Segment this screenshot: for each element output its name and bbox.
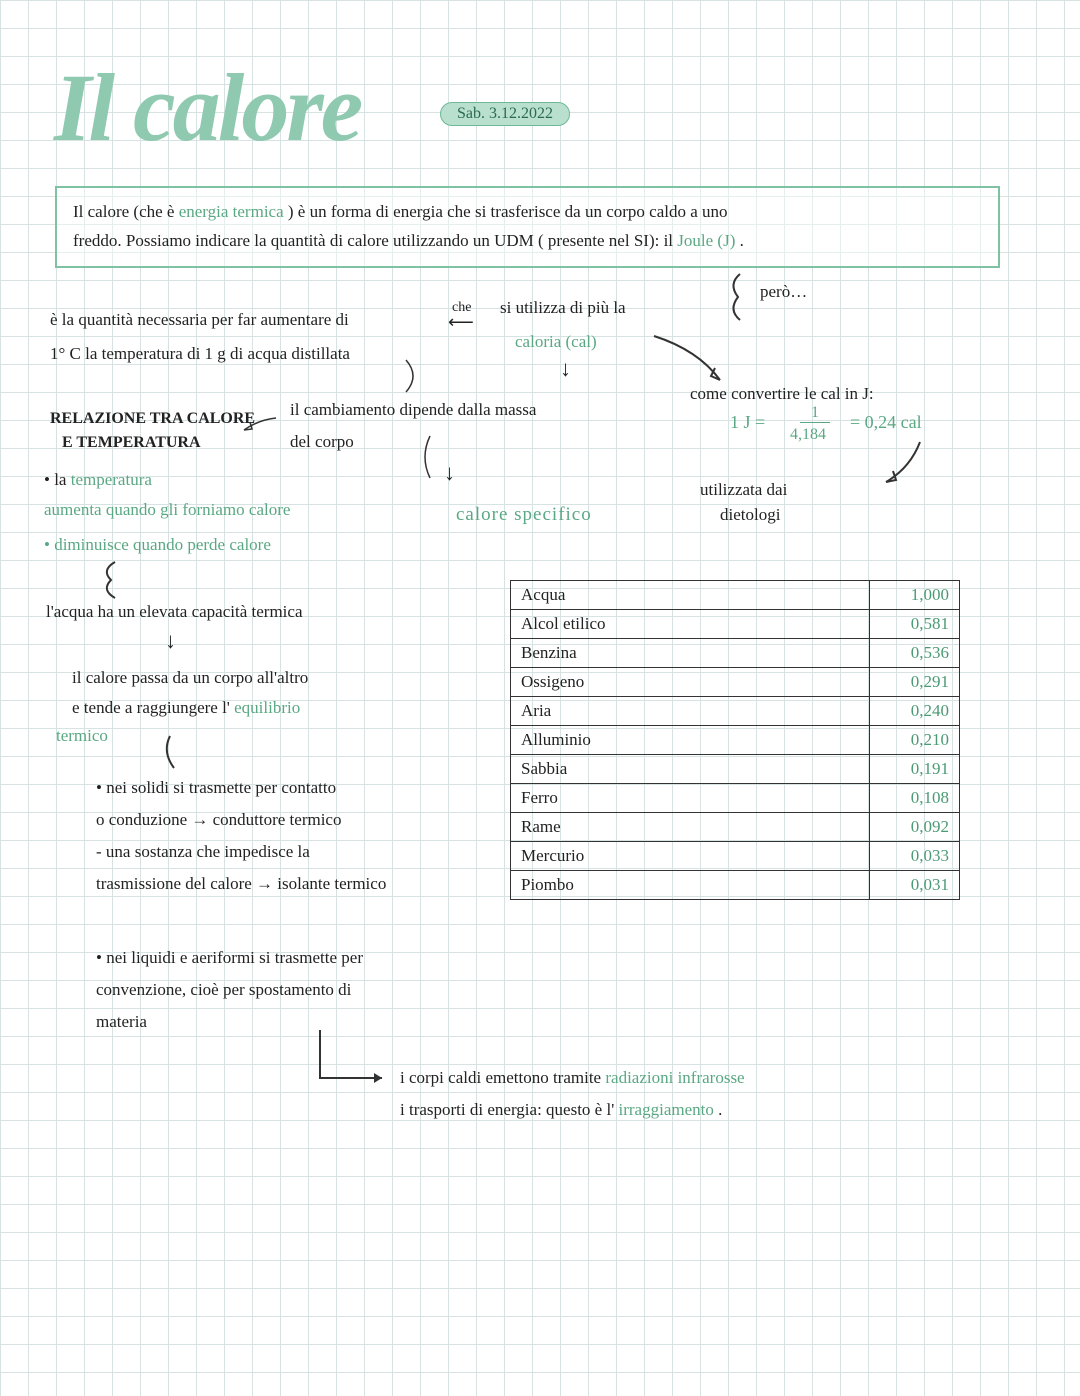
table-cell-name: Rame — [511, 813, 870, 842]
table-row: Mercurio0,033 — [511, 842, 960, 871]
table-cell-name: Benzina — [511, 639, 870, 668]
curly-brace-icon — [720, 272, 750, 322]
date-badge: Sab. 3.12.2022 — [440, 102, 570, 126]
solidi-line: trasmissione del calore → isolante termi… — [96, 874, 386, 894]
def-part: . — [740, 231, 744, 250]
l-arrow-icon — [310, 1030, 390, 1090]
table-cell-name: Ferro — [511, 784, 870, 813]
def-part: freddo. Possiamo indicare la quantità di… — [73, 231, 677, 250]
arrow-down-icon: ↓ — [560, 356, 571, 382]
siutilizza-label: si utilizza di più la — [500, 298, 626, 318]
cambiamento-line: il cambiamento dipende dalla massa — [290, 400, 536, 420]
solidi-line: - una sostanza che impedisce la — [96, 842, 310, 862]
irr-highlight: irraggiamento — [619, 1100, 714, 1119]
utilizzata-label: utilizzata dai — [700, 480, 787, 500]
table-cell-name: Sabbia — [511, 755, 870, 784]
acqua-cap-line: l'acqua ha un elevata capacità termica — [46, 602, 303, 622]
relation-title: RELAZIONE TRA CALORE — [50, 410, 255, 428]
irr-line: i trasporti di energia: questo è l' irra… — [400, 1100, 722, 1120]
arrow-curve-icon — [400, 356, 440, 396]
formula-num: 1 — [800, 404, 830, 423]
table-cell-name: Mercurio — [511, 842, 870, 871]
calore-specifico-label: calore specifico — [456, 504, 592, 526]
caloria-label: caloria (cal) — [515, 332, 597, 352]
solidi-line: • nei solidi si trasmette per contatto — [96, 778, 336, 798]
pero-label: però… — [760, 282, 807, 302]
table-row: Acqua1,000 — [511, 581, 960, 610]
table-cell-value: 0,291 — [870, 668, 960, 697]
table-cell-value: 0,581 — [870, 610, 960, 639]
termico-label: termico — [56, 726, 108, 746]
table-cell-name: Aria — [511, 697, 870, 726]
table-cell-value: 0,191 — [870, 755, 960, 784]
table-row: Aria0,240 — [511, 697, 960, 726]
def-part: ) è un forma di energia che si trasferis… — [288, 202, 728, 221]
table-cell-value: 0,108 — [870, 784, 960, 813]
arrow-down-icon: ↓ — [165, 628, 176, 654]
table-row: Sabbia0,191 — [511, 755, 960, 784]
curly-brace-icon — [95, 560, 125, 600]
table-row: Ossigeno0,291 — [511, 668, 960, 697]
bullet-line: • diminuisce quando perde calore — [44, 535, 271, 555]
bullet-part: • la — [44, 470, 71, 489]
arrow-curve-icon — [648, 330, 728, 390]
equilibrio-part: e tende a raggiungere l' — [72, 698, 230, 717]
irr-part: . — [718, 1100, 722, 1119]
table-cell-name: Ossigeno — [511, 668, 870, 697]
table-row: Ferro0,108 — [511, 784, 960, 813]
bullet-highlight: temperatura — [71, 470, 152, 489]
solidi-line: o conduzione → conduttore termico — [96, 810, 341, 830]
liquidi-line: convenzione, cioè per spostamento di — [96, 980, 351, 1000]
bullet-line: • la temperatura — [44, 470, 152, 490]
table-row: Alcol etilico0,581 — [511, 610, 960, 639]
page-title: Il calore — [54, 52, 360, 163]
table-cell-value: 0,240 — [870, 697, 960, 726]
table-cell-value: 0,033 — [870, 842, 960, 871]
definition-box: Il calore (che è energia termica ) è un … — [55, 186, 1000, 268]
equilibrio-line: e tende a raggiungere l' equilibrio — [72, 698, 300, 718]
quantita-line: 1° C la temperatura di 1 g di acqua dist… — [50, 344, 350, 364]
arrow-curve-icon — [880, 438, 930, 488]
arrow-curve-icon — [160, 734, 190, 772]
dietologi-label: dietologi — [720, 505, 780, 525]
equilibrio-line: il calore passa da un corpo all'altro — [72, 668, 308, 688]
table-row: Piombo0,031 — [511, 871, 960, 900]
bullet-line: aumenta quando gli forniamo calore — [44, 500, 290, 520]
table-row: Benzina0,536 — [511, 639, 960, 668]
def-highlight: Joule (J) — [677, 231, 735, 250]
formula-part: = 0,24 cal — [850, 412, 922, 433]
table-cell-name: Alluminio — [511, 726, 870, 755]
arrow-down-icon: ↓ — [444, 460, 455, 486]
bullet-part: aumenta quando — [44, 500, 160, 519]
relation-title: E TEMPERATURA — [62, 434, 201, 452]
table-cell-value: 0,210 — [870, 726, 960, 755]
bullet-highlight: gli forniamo calore — [160, 500, 290, 519]
table-cell-name: Piombo — [511, 871, 870, 900]
table-cell-value: 0,536 — [870, 639, 960, 668]
formula-part: 1 J = — [730, 412, 765, 433]
arrow-left-icon: ⟵ — [448, 312, 474, 333]
quantita-line: è la quantità necessaria per far aumenta… — [50, 310, 349, 330]
irr-part: i corpi caldi emettono tramite — [400, 1068, 605, 1087]
liquidi-line: • nei liquidi e aeriformi si trasmette p… — [96, 948, 363, 968]
def-highlight: energia termica — [179, 202, 284, 221]
irr-line: i corpi caldi emettono tramite radiazion… — [400, 1068, 745, 1088]
formula-den: 4,184 — [790, 426, 826, 444]
table-cell-name: Acqua — [511, 581, 870, 610]
equilibrio-highlight: equilibrio — [234, 698, 300, 717]
irr-part: i trasporti di energia: questo è l' — [400, 1100, 614, 1119]
specific-heat-table: Acqua1,000 Alcol etilico0,581 Benzina0,5… — [510, 580, 960, 900]
def-part: Il calore (che è — [73, 202, 179, 221]
table-cell-value: 0,092 — [870, 813, 960, 842]
table-cell-value: 1,000 — [870, 581, 960, 610]
irr-highlight: radiazioni infrarosse — [605, 1068, 744, 1087]
cambiamento-line: del corpo — [290, 432, 354, 452]
liquidi-line: materia — [96, 1012, 147, 1032]
table-row: Alluminio0,210 — [511, 726, 960, 755]
table-row: Rame0,092 — [511, 813, 960, 842]
table-cell-value: 0,031 — [870, 871, 960, 900]
table-cell-name: Alcol etilico — [511, 610, 870, 639]
convert-label: come convertire le cal in J: — [690, 384, 874, 404]
